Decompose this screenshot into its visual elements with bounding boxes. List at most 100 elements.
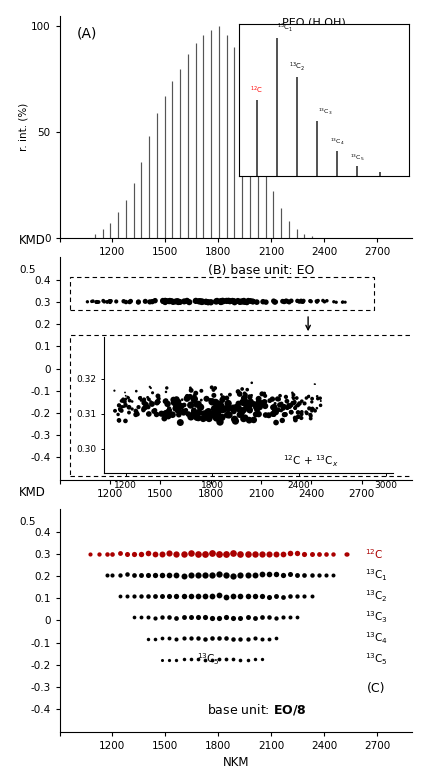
Point (289, 387, 296, 399)
Point (162, 294, 169, 307)
Point (130, 590, 137, 602)
Point (246, 414, 252, 427)
Point (224, 392, 230, 404)
Point (310, 402, 317, 415)
Point (251, 653, 258, 665)
Point (292, 413, 299, 426)
Point (309, 395, 315, 408)
Text: (A): (A) (77, 27, 97, 41)
Point (323, 569, 329, 581)
Point (307, 413, 314, 425)
Point (309, 402, 316, 414)
Point (130, 569, 137, 582)
Point (107, 296, 113, 308)
Point (282, 408, 289, 420)
Point (118, 404, 125, 417)
Point (191, 394, 198, 406)
Point (344, 548, 351, 560)
Text: OH: OH (292, 40, 307, 49)
Point (217, 416, 224, 428)
Point (233, 401, 240, 413)
Point (194, 653, 201, 665)
Point (237, 590, 244, 603)
Point (116, 547, 123, 559)
Point (194, 632, 201, 644)
Point (166, 547, 173, 559)
Point (315, 548, 322, 560)
Point (241, 403, 248, 416)
Point (292, 397, 299, 410)
Point (281, 400, 288, 413)
Point (197, 401, 204, 413)
Point (174, 295, 181, 307)
Point (301, 397, 308, 410)
Point (285, 296, 292, 308)
Point (106, 295, 113, 307)
Point (239, 383, 246, 395)
Point (122, 389, 129, 402)
Point (240, 404, 247, 417)
Point (135, 296, 142, 308)
Point (258, 548, 265, 560)
Point (309, 405, 315, 417)
Point (179, 393, 186, 406)
Point (174, 397, 181, 410)
Point (220, 392, 227, 404)
Point (94, 296, 101, 308)
Point (180, 406, 187, 418)
Text: (C): (C) (366, 682, 385, 695)
Point (236, 397, 243, 410)
Point (160, 295, 167, 307)
Point (187, 411, 194, 424)
Point (166, 569, 173, 581)
Point (300, 295, 307, 307)
Point (314, 295, 321, 307)
Point (225, 397, 232, 410)
Point (288, 406, 295, 418)
Point (292, 402, 299, 414)
Point (203, 296, 210, 308)
Point (223, 569, 230, 581)
Point (227, 295, 233, 307)
Point (260, 399, 267, 411)
Point (126, 406, 133, 419)
Point (187, 569, 194, 582)
Text: PEO (H,OH): PEO (H,OH) (282, 18, 346, 28)
Point (156, 395, 163, 408)
Point (333, 296, 340, 309)
Point (207, 394, 213, 406)
Point (149, 398, 156, 410)
Point (200, 413, 207, 425)
Point (258, 590, 265, 602)
Point (88, 295, 95, 307)
Point (144, 633, 151, 645)
Point (159, 632, 166, 644)
Point (123, 590, 130, 602)
Point (225, 402, 232, 415)
Point (266, 590, 272, 603)
Point (193, 398, 200, 410)
Point (244, 296, 250, 309)
Point (226, 409, 232, 421)
Point (134, 408, 141, 420)
Point (194, 569, 201, 581)
Point (237, 612, 244, 624)
Point (270, 295, 277, 307)
Point (219, 295, 226, 307)
Point (241, 295, 247, 307)
Point (217, 295, 224, 307)
Point (240, 295, 246, 307)
Point (208, 381, 215, 394)
X-axis label: m/z: m/z (225, 263, 246, 275)
Point (210, 384, 217, 396)
Point (266, 395, 273, 407)
Point (214, 407, 221, 420)
Point (149, 296, 156, 308)
Point (246, 405, 253, 417)
Point (104, 296, 111, 308)
Point (104, 569, 111, 581)
Point (251, 612, 258, 624)
Text: H$-$O$\!\!\frown\!\!$: H$-$O$\!\!\frown\!\!$ (248, 38, 281, 51)
Point (262, 390, 269, 402)
Point (323, 295, 330, 307)
